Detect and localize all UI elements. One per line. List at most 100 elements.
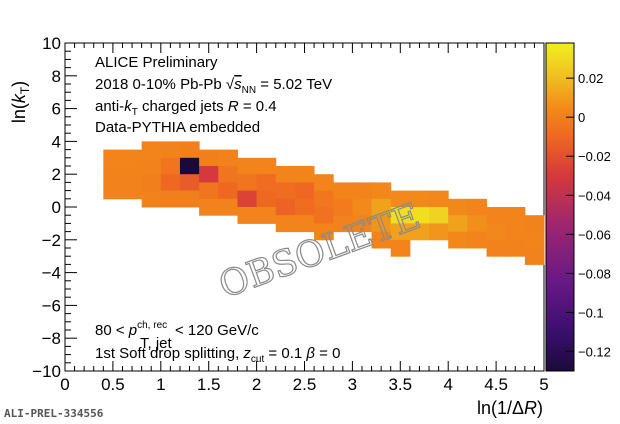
heatmap-bin bbox=[505, 223, 526, 241]
y-tick-label: −10 bbox=[32, 362, 61, 381]
heatmap-bin bbox=[122, 182, 143, 200]
heatmap-bin bbox=[141, 141, 162, 159]
x-tick-label: 0.5 bbox=[101, 375, 125, 394]
heatmap-bin bbox=[179, 174, 200, 192]
annotation-pt-suffix: < 120 GeV/c bbox=[175, 322, 259, 339]
heatmap-bin bbox=[179, 190, 200, 208]
heatmap-bin bbox=[524, 248, 545, 265]
colorbar-tick-label: −0.02 bbox=[578, 149, 611, 164]
heatmap-bin bbox=[256, 207, 277, 224]
heatmap-bin bbox=[314, 207, 334, 224]
heatmap-bin bbox=[218, 149, 238, 167]
heatmap-bin bbox=[256, 157, 277, 175]
heatmap-bin bbox=[275, 215, 296, 233]
heatmap-bin bbox=[409, 207, 430, 224]
heatmap-bin bbox=[333, 215, 353, 233]
heatmap-bin bbox=[103, 182, 123, 200]
y-tick-label: −8 bbox=[42, 329, 61, 348]
heatmap-bin bbox=[275, 166, 296, 183]
x-tick-label: 1.5 bbox=[197, 375, 221, 394]
annotation-embedding: Data-PYTHIA embedded bbox=[95, 119, 260, 136]
y-tick-label: 2 bbox=[52, 165, 61, 184]
heatmap-bin bbox=[314, 190, 334, 208]
heatmap-bin bbox=[199, 198, 219, 216]
heatmap-bin bbox=[371, 231, 392, 249]
heatmap-bin bbox=[294, 198, 315, 216]
colorbar-tick-label: −0.08 bbox=[578, 266, 611, 281]
annotation-jet-definition: anti-kT charged jets R = 0.4 bbox=[95, 98, 277, 118]
x-tick-label: 2 bbox=[252, 375, 261, 394]
heatmap-bin bbox=[160, 174, 181, 192]
heatmap-bin bbox=[352, 182, 373, 200]
heatmap-bins bbox=[103, 141, 545, 265]
y-tick-label: −2 bbox=[42, 231, 61, 250]
heatmap-bin bbox=[390, 239, 411, 257]
heatmap-bin bbox=[237, 174, 258, 192]
heatmap-bin bbox=[237, 157, 258, 175]
heatmap-bin bbox=[294, 166, 315, 183]
heatmap-bin bbox=[141, 174, 162, 192]
annotation-pt-subscript: T, jet bbox=[140, 335, 173, 352]
heatmap-bin bbox=[390, 190, 411, 208]
heatmap-bin bbox=[352, 215, 373, 233]
y-axis-ticks: −10 −8 −6 −4 −2 0 2 4 6 8 10 bbox=[32, 34, 77, 381]
heatmap-bin bbox=[103, 149, 123, 167]
colorbar-ticks: 0.02 0 −0.02 −0.04 −0.06 −0.08 −0.1 −0.12 bbox=[566, 71, 611, 359]
annotation-alice-preliminary: ALICE Preliminary bbox=[95, 54, 218, 71]
heatmap-bin bbox=[160, 157, 181, 175]
heatmap-bin bbox=[390, 223, 411, 241]
heatmap-bin bbox=[390, 207, 411, 224]
heatmap-bin bbox=[103, 166, 123, 183]
heatmap-bin bbox=[218, 166, 238, 183]
heatmap-bin bbox=[199, 166, 219, 183]
y-tick-label: −6 bbox=[42, 296, 61, 315]
heatmap-bin bbox=[524, 215, 545, 233]
colorbar-tick-label: 0 bbox=[578, 110, 585, 125]
heatmap-bin bbox=[429, 207, 449, 224]
heatmap-bin bbox=[448, 231, 468, 249]
heatmap-bin bbox=[429, 190, 449, 208]
heatmap-bin bbox=[275, 198, 296, 216]
y-tick-label: 0 bbox=[52, 198, 61, 217]
colorbar-tick-label: −0.12 bbox=[578, 344, 611, 359]
heatmap-bin bbox=[294, 182, 315, 200]
x-tick-label: 3 bbox=[348, 375, 357, 394]
x-tick-label: 3.5 bbox=[388, 375, 412, 394]
y-tick-label: 4 bbox=[52, 132, 61, 151]
colorbar-tick-label: −0.06 bbox=[578, 227, 611, 242]
heatmap-bin bbox=[371, 215, 392, 233]
x-axis-ticks: 0 0.5 1 1.5 2 2.5 3 3.5 4 4.5 5 bbox=[60, 43, 549, 394]
x-tick-label: 4.5 bbox=[484, 375, 508, 394]
heatmap-bin bbox=[275, 182, 296, 200]
heatmap-bin bbox=[467, 231, 488, 249]
preliminary-id: ALI-PREL-334556 bbox=[4, 407, 104, 420]
heatmap-bin bbox=[486, 239, 507, 257]
heatmap-bin bbox=[409, 190, 430, 208]
heatmap-bin bbox=[256, 190, 277, 208]
annotation-pt-range: 80 < pch, rec bbox=[95, 320, 167, 339]
heatmap-bin bbox=[467, 215, 488, 233]
heatmap-bin bbox=[237, 207, 258, 224]
heatmap-bin bbox=[199, 182, 219, 200]
heatmap-bin bbox=[218, 198, 238, 216]
heatmap-bin bbox=[314, 223, 334, 241]
heatmap-bin bbox=[467, 198, 488, 216]
x-tick-label: 4 bbox=[443, 375, 452, 394]
heatmap-bin bbox=[371, 198, 392, 216]
y-tick-label: 6 bbox=[52, 100, 61, 119]
heatmap-bin bbox=[160, 141, 181, 159]
heatmap-bin bbox=[218, 182, 238, 200]
heatmap-bin bbox=[122, 166, 143, 183]
colorbar-tick-label: −0.1 bbox=[578, 305, 604, 320]
annotation-soft-drop: 1st Soft drop splitting, zcut = 0.1 β = … bbox=[95, 345, 340, 365]
heatmap-bin bbox=[179, 141, 200, 159]
x-tick-label: 0 bbox=[60, 375, 69, 394]
colorbar bbox=[545, 42, 575, 372]
heatmap-bin bbox=[486, 223, 507, 241]
heatmap-bin bbox=[333, 198, 353, 216]
heatmap-bin bbox=[448, 198, 468, 216]
heatmap-bin bbox=[505, 207, 526, 224]
heatmap-bin bbox=[199, 149, 219, 167]
heatmap-bin bbox=[141, 157, 162, 175]
